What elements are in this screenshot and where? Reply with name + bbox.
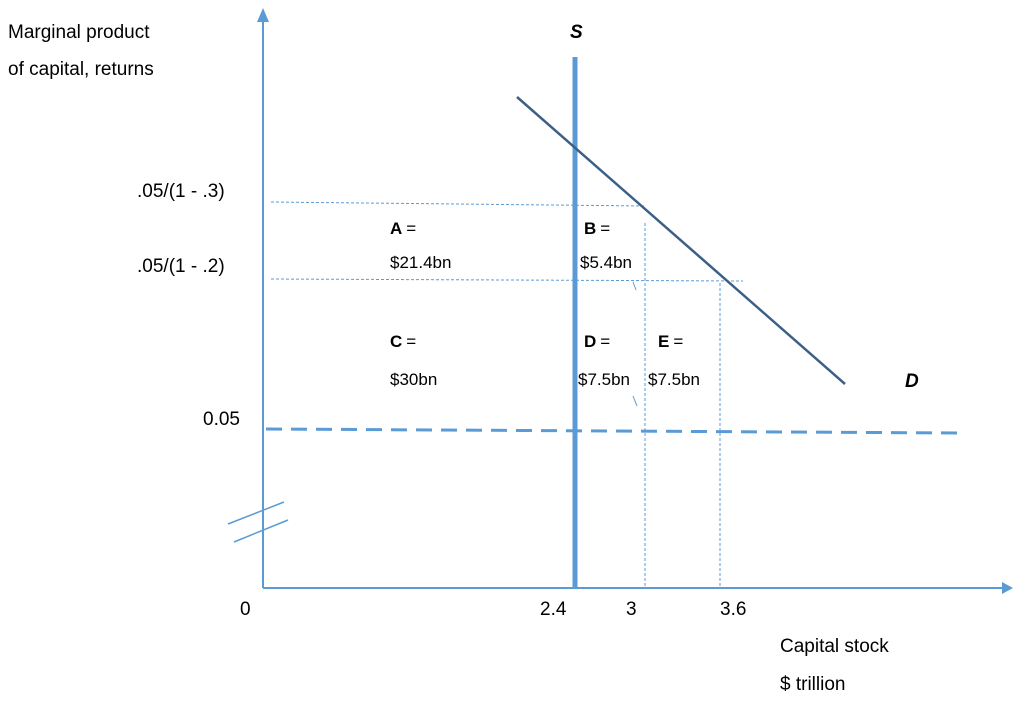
area-b-label: B = xyxy=(584,219,610,238)
area-letter: C xyxy=(390,332,402,351)
area-letter: B xyxy=(584,219,596,238)
area-c-value: $30bn xyxy=(390,370,437,389)
area-letter: D xyxy=(584,332,596,351)
y-axis-arrowhead xyxy=(257,8,269,22)
area-a-value: $21.4bn xyxy=(390,253,451,272)
axis-break-mark xyxy=(233,519,289,543)
area-e-value: $7.5bn xyxy=(648,370,700,389)
area-equals: = xyxy=(600,332,610,351)
y-tick-label: 0.05 xyxy=(203,409,240,430)
x-tick-label: 2.4 xyxy=(540,599,567,620)
area-letter: A xyxy=(390,219,402,238)
area-b-value: $5.4bn xyxy=(580,253,632,272)
area-d-value: $7.5bn xyxy=(578,370,630,389)
axis-break-mark xyxy=(227,501,285,525)
guide-y-high xyxy=(270,201,646,207)
x-axis-arrowhead xyxy=(1002,582,1013,594)
guide-small-mark xyxy=(632,281,637,291)
area-a-label: A = xyxy=(390,219,416,238)
area-equals: = xyxy=(406,332,416,351)
y-axis-title-line2: of capital, returns xyxy=(8,59,154,80)
area-equals: = xyxy=(406,219,416,238)
y-axis-title-line1: Marginal product xyxy=(8,22,150,43)
area-e-label: E = xyxy=(658,332,683,351)
y-tick-label: .05/(1 - .2) xyxy=(137,256,225,277)
x-tick-label: 3 xyxy=(626,599,637,620)
area-d-label: D = xyxy=(584,332,610,351)
supply-label: S xyxy=(570,22,583,43)
guide-small-mark xyxy=(632,395,638,407)
y-tick-label: .05/(1 - .3) xyxy=(137,181,225,202)
area-letter: E xyxy=(658,332,669,351)
guide-y-mid xyxy=(270,278,744,282)
return-0-05-line xyxy=(265,427,961,435)
x-axis-title-line2: $ trillion xyxy=(780,674,845,695)
demand-curve xyxy=(516,96,846,385)
area-c-label: C = xyxy=(390,332,416,351)
x-axis-title-line1: Capital stock xyxy=(780,636,889,657)
demand-label: D xyxy=(905,371,919,392)
area-equals: = xyxy=(673,332,683,351)
area-equals: = xyxy=(600,219,610,238)
x-tick-label: 3.6 xyxy=(720,599,746,620)
origin-label: 0 xyxy=(240,599,251,620)
